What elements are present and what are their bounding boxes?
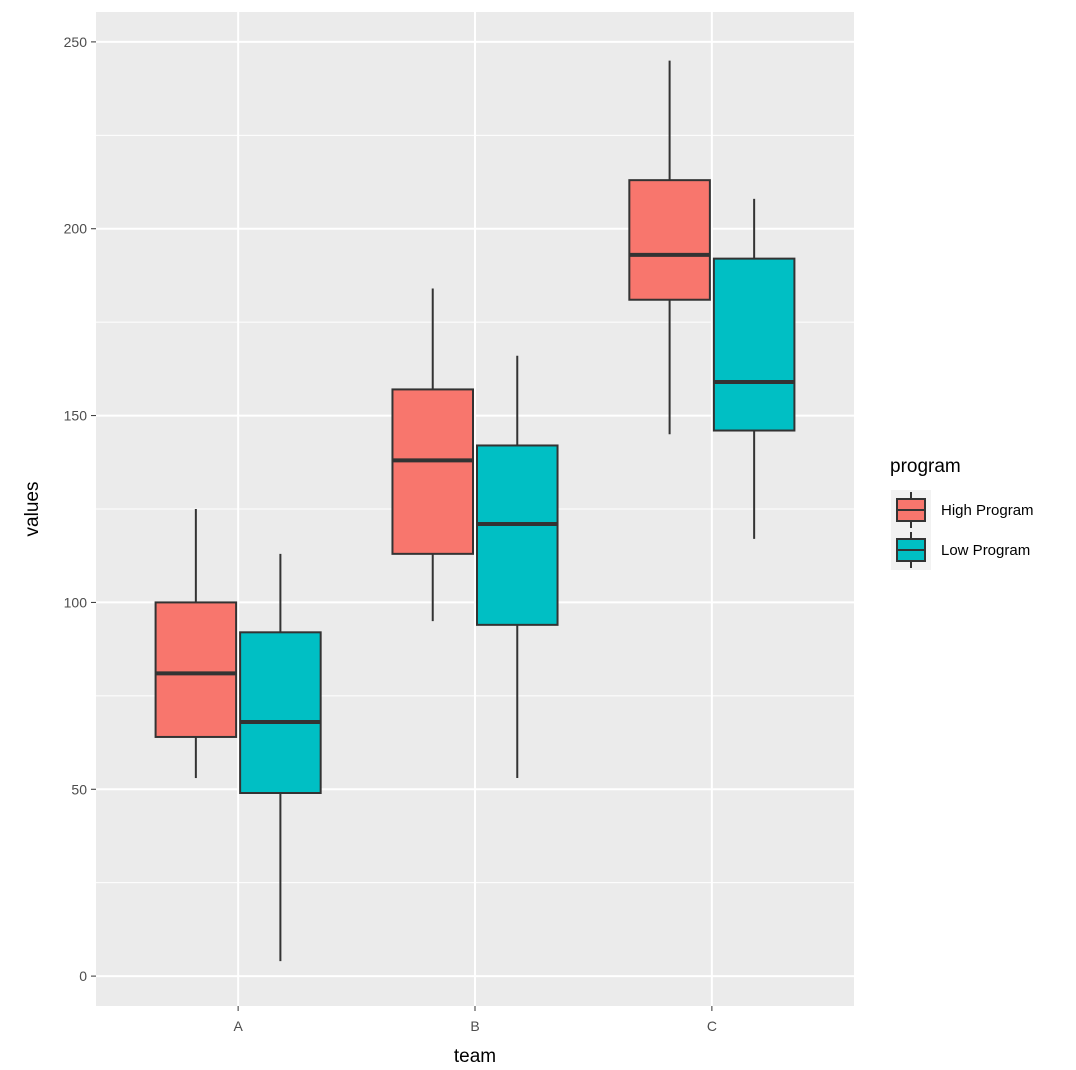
- y-tick-label: 150: [64, 408, 88, 424]
- box-C-low-program: [712, 198, 796, 539]
- box-layer: [154, 60, 796, 962]
- box-C-high-program: [628, 60, 711, 435]
- x-axis: A B C: [233, 1006, 717, 1034]
- x-tick-label: A: [233, 1018, 243, 1034]
- legend-items: High Program Low Program: [891, 490, 1034, 570]
- y-tick-label: 100: [64, 594, 88, 610]
- box-body: [154, 601, 238, 738]
- y-tick-label: 0: [79, 968, 87, 984]
- legend-label: High Program: [941, 502, 1034, 519]
- box-body: [239, 631, 322, 794]
- box-body: [712, 257, 796, 432]
- box-body: [628, 179, 711, 301]
- legend: program High Program Low Program: [890, 456, 1034, 570]
- box-B-high-program: [391, 288, 474, 622]
- y-axis-title: values: [22, 482, 43, 537]
- x-tick-label: C: [707, 1018, 717, 1034]
- x-axis-title: team: [454, 1046, 496, 1067]
- y-tick-label: 200: [64, 221, 88, 237]
- y-axis: 0 50 100 150 200 250: [64, 34, 96, 984]
- box-B-low-program: [476, 355, 559, 779]
- box-A-high-program: [154, 509, 238, 779]
- legend-item-low-program: Low Program: [891, 530, 1030, 570]
- box-A-low-program: [239, 553, 322, 962]
- legend-title: program: [890, 456, 961, 477]
- y-tick-label: 250: [64, 34, 88, 50]
- box-body: [391, 388, 474, 555]
- x-tick-label: B: [470, 1018, 479, 1034]
- box-body: [476, 444, 559, 626]
- y-tick-label: 50: [71, 781, 87, 797]
- legend-item-high-program: High Program: [891, 490, 1034, 530]
- legend-label: Low Program: [941, 542, 1030, 559]
